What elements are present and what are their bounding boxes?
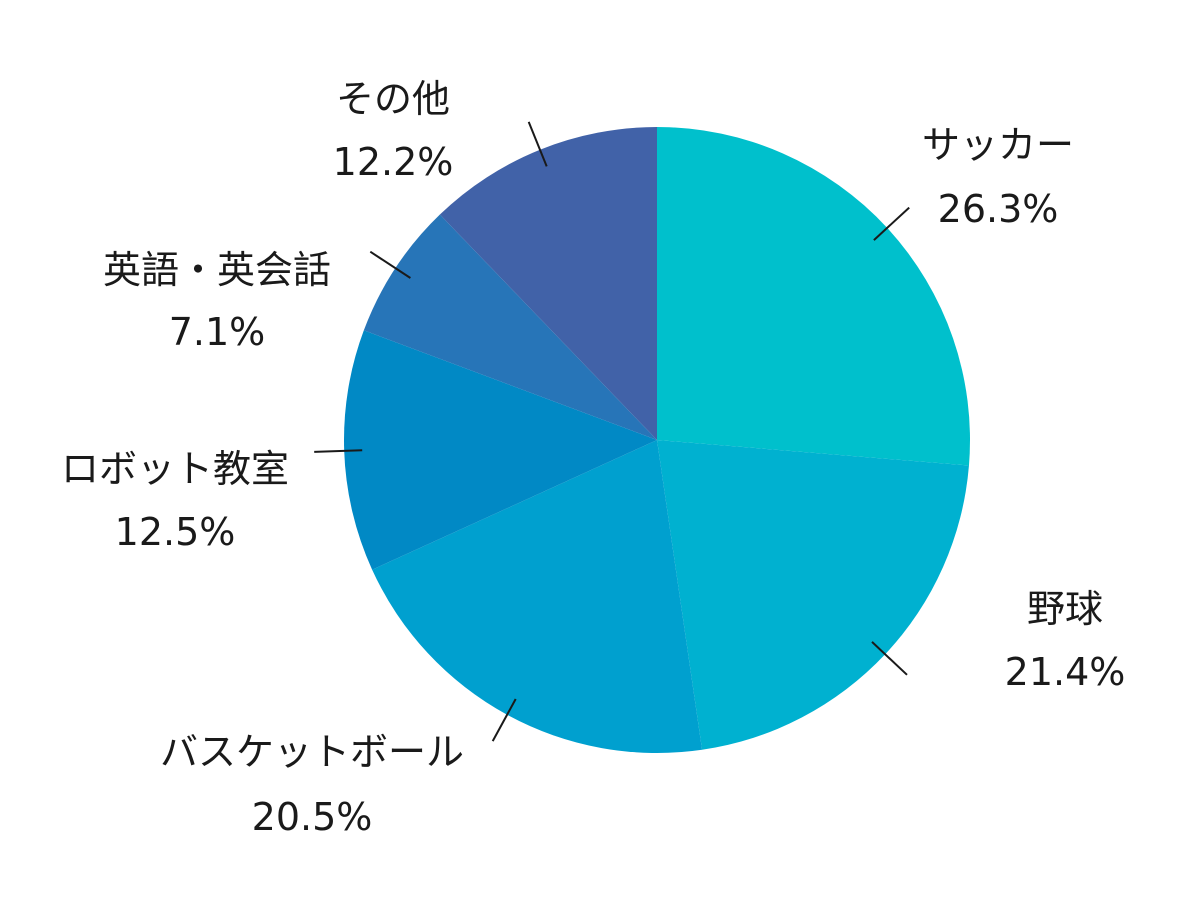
leader-line-basketball bbox=[491, 698, 517, 742]
leader-line-baseball bbox=[871, 641, 908, 676]
pie-slice-robot bbox=[344, 330, 657, 570]
pie-slices bbox=[344, 126, 971, 754]
slice-value-baseball: 21.4% bbox=[1005, 650, 1126, 694]
pie-slice-basketball bbox=[372, 440, 703, 754]
slice-label-basketball: バスケットボール bbox=[160, 730, 464, 774]
leader-line-other bbox=[527, 121, 548, 167]
pie-slice-english bbox=[363, 214, 657, 440]
slice-label-english: 英語・英会話 bbox=[103, 248, 331, 292]
slice-label-baseball: 野球 bbox=[1027, 587, 1103, 631]
slice-value-other: 12.2% bbox=[333, 140, 454, 184]
slice-value-robot: 12.5% bbox=[115, 510, 236, 554]
slice-label-other: その他 bbox=[336, 77, 450, 121]
leader-line-english bbox=[369, 250, 411, 279]
slice-value-soccer: 26.3% bbox=[938, 187, 1059, 231]
slice-labels: サッカー 26.3% 野球 21.4% バスケットボール 20.5% ロボット教… bbox=[61, 77, 1125, 839]
slice-value-english: 7.1% bbox=[169, 310, 266, 354]
slice-label-soccer: サッカー bbox=[922, 123, 1074, 167]
pie-slice-other bbox=[439, 127, 657, 440]
leader-lines bbox=[314, 121, 910, 742]
slice-value-basketball: 20.5% bbox=[252, 795, 373, 839]
leader-line-soccer bbox=[873, 206, 910, 241]
slice-label-robot: ロボット教室 bbox=[61, 447, 289, 491]
pie-slice-baseball bbox=[657, 440, 969, 750]
pie-slice-soccer bbox=[657, 126, 971, 466]
leader-line-robot bbox=[314, 449, 363, 453]
